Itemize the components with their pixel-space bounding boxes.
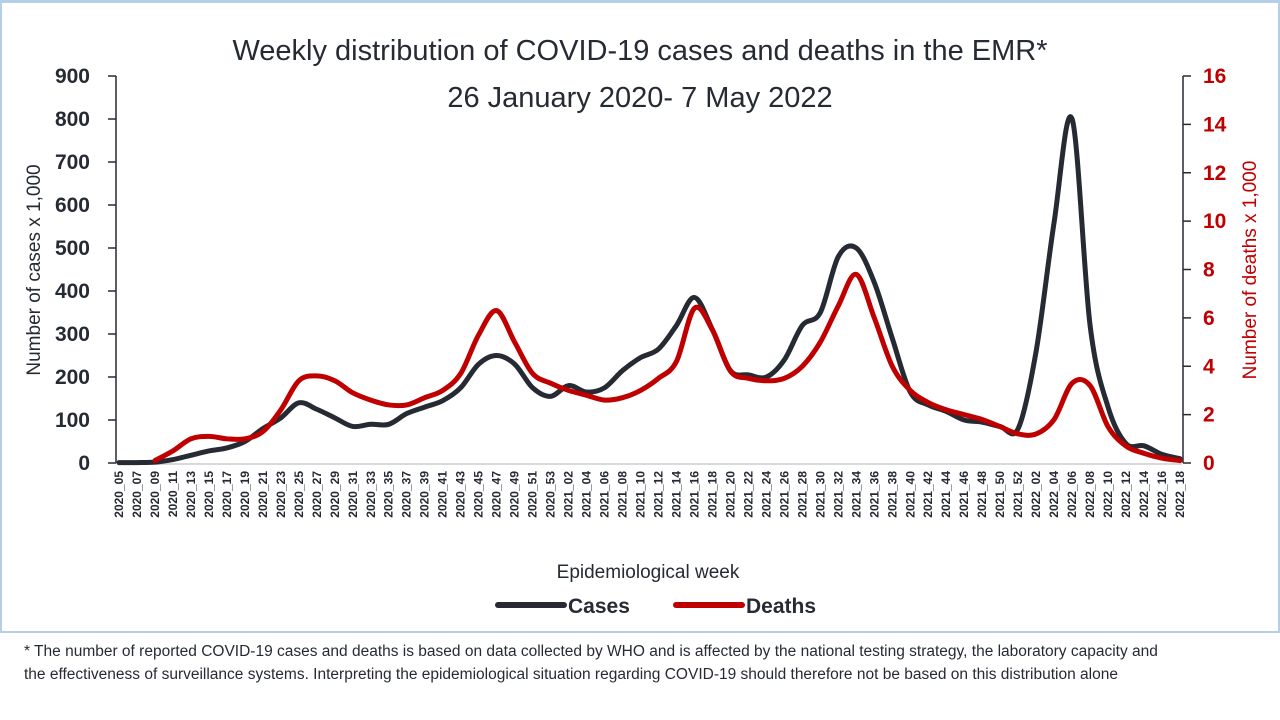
x-tick-label: 2021_14 <box>669 471 683 518</box>
x-axis-title: Epidemiological week <box>557 562 740 583</box>
left-tick-label: 0 <box>78 452 90 475</box>
left-axis-title: Number of cases x 1,000 <box>24 164 45 375</box>
chart-frame <box>0 0 1280 633</box>
legend-deaths-label: Deaths <box>746 595 816 618</box>
x-tick-label: 2021_24 <box>759 471 773 518</box>
x-tick-label: 2020_31 <box>346 471 360 518</box>
legend-cases-label: Cases <box>568 595 630 618</box>
x-tick-label: 2021_10 <box>634 471 648 518</box>
x-tick-label: 2022_18 <box>1173 471 1187 518</box>
left-tick-label: 500 <box>55 237 90 260</box>
x-tick-label: 2021_42 <box>921 471 935 518</box>
x-tick-label: 2020_45 <box>472 471 486 518</box>
chart: Weekly distribution of COVID-19 cases an… <box>24 35 1261 618</box>
left-tick-label: 200 <box>55 366 90 389</box>
right-tick-label: 8 <box>1203 259 1215 282</box>
x-axis: 2020_05 2020_07 2020_09 2020_11 2020_13 2020_… <box>112 463 1187 518</box>
left-y-axis: 0 100 200 300 400 500 600 700 800 900 <box>55 65 117 475</box>
right-tick-label: 16 <box>1203 65 1226 88</box>
x-tick-label: 2020_39 <box>418 471 432 518</box>
left-tick-label: 100 <box>55 409 90 432</box>
x-tick-label: 2021_04 <box>580 471 594 518</box>
x-tick-label: 2020_41 <box>436 471 450 518</box>
x-tick-label: 2021_16 <box>687 471 701 518</box>
x-tick-label: 2020_53 <box>544 471 558 518</box>
left-tick-label: 900 <box>55 65 90 88</box>
x-tick-label: 2021_50 <box>993 471 1007 518</box>
x-tick-label: 2022_16 <box>1155 471 1169 518</box>
x-tick-label: 2020_37 <box>400 471 414 518</box>
footnote-line-2: the effectiveness of surveillance system… <box>24 666 1118 683</box>
x-tick-label: 2022_04 <box>1047 471 1061 518</box>
x-tick-label: 2020_29 <box>328 471 342 518</box>
x-tick-label: 2020_07 <box>130 471 144 518</box>
x-tick-label: 2020_47 <box>490 471 504 518</box>
x-tick-label: 2020_19 <box>238 471 252 518</box>
x-tick-label: 2022_02 <box>1029 471 1043 518</box>
left-tick-label: 800 <box>55 108 90 131</box>
x-tick-label: 2020_23 <box>274 471 288 518</box>
right-y-axis: 0 2 4 6 8 10 12 14 16 <box>1182 65 1227 475</box>
x-tick-label: 2021_32 <box>831 471 845 518</box>
x-tick-label: 2020_13 <box>184 471 198 518</box>
right-tick-label: 10 <box>1203 210 1226 233</box>
x-tick-label: 2020_17 <box>220 471 234 518</box>
series-line-deaths <box>152 271 1183 464</box>
x-tick-label: 2022_12 <box>1119 471 1133 518</box>
chart-subtitle: 26 January 2020- 7 May 2022 <box>447 82 832 114</box>
x-tick-label: 2021_28 <box>795 471 809 518</box>
x-tick-label: 2021_18 <box>705 471 719 518</box>
x-tick-label: 2020_21 <box>256 471 270 518</box>
x-tick-label: 2020_15 <box>202 471 216 518</box>
footnote: * The number of reported COVID-19 cases … <box>24 640 1274 686</box>
x-tick-label: 2020_33 <box>364 471 378 518</box>
right-tick-label: 6 <box>1203 307 1215 330</box>
x-tick-label: 2022_08 <box>1083 471 1097 518</box>
x-tick-label: 2021_30 <box>813 471 827 518</box>
left-tick-label: 700 <box>55 151 90 174</box>
x-tick-label: 2021_02 <box>562 471 576 518</box>
x-tick-label: 2022_10 <box>1101 471 1115 518</box>
x-tick-label: 2020_09 <box>148 471 162 518</box>
x-tick-label: 2021_08 <box>616 471 630 518</box>
chart-title: Weekly distribution of COVID-19 cases an… <box>232 35 1047 67</box>
series-line-cases <box>116 114 1183 466</box>
right-tick-label: 12 <box>1203 162 1226 185</box>
x-tick-label: 2020_35 <box>382 471 396 518</box>
right-axis-title: Number of deaths x 1,000 <box>1240 161 1261 380</box>
x-tick-label: 2021_12 <box>651 471 665 518</box>
series-layer <box>116 114 1183 466</box>
x-tick-label: 2022_06 <box>1065 471 1079 518</box>
footnote-line-1: * The number of reported COVID-19 cases … <box>24 643 1158 660</box>
right-tick-label: 2 <box>1203 404 1215 427</box>
x-tick-label: 2020_43 <box>454 471 468 518</box>
x-tick-label: 2021_46 <box>957 471 971 518</box>
x-tick-label: 2020_05 <box>112 471 126 518</box>
x-tick-label: 2021_36 <box>867 471 881 518</box>
left-tick-label: 300 <box>55 323 90 346</box>
x-tick-label: 2020_11 <box>166 471 180 517</box>
x-tick-label: 2021_48 <box>975 471 989 518</box>
x-tick-label: 2020_25 <box>292 471 306 518</box>
legend: Cases Deaths <box>495 595 816 618</box>
x-tick-label: 2021_52 <box>1011 471 1025 518</box>
left-tick-label: 600 <box>55 194 90 217</box>
x-tick-label: 2020_27 <box>310 471 324 518</box>
right-tick-label: 0 <box>1203 452 1215 475</box>
x-tick-label: 2022_14 <box>1137 471 1151 518</box>
x-tick-label: 2021_22 <box>741 471 755 518</box>
x-tick-label: 2021_20 <box>723 471 737 518</box>
x-tick-label: 2020_49 <box>508 471 522 518</box>
x-tick-label: 2021_40 <box>903 471 917 518</box>
x-tick-label: 2021_44 <box>939 471 953 518</box>
right-tick-label: 14 <box>1203 113 1227 136</box>
left-tick-label: 400 <box>55 280 90 303</box>
x-tick-label: 2021_38 <box>885 471 899 518</box>
x-tick-label: 2020_51 <box>526 471 540 518</box>
x-tick-label: 2021_06 <box>598 471 612 518</box>
x-tick-label: 2021_34 <box>849 471 863 518</box>
right-tick-label: 4 <box>1203 355 1215 378</box>
x-tick-label: 2021_26 <box>777 471 791 518</box>
